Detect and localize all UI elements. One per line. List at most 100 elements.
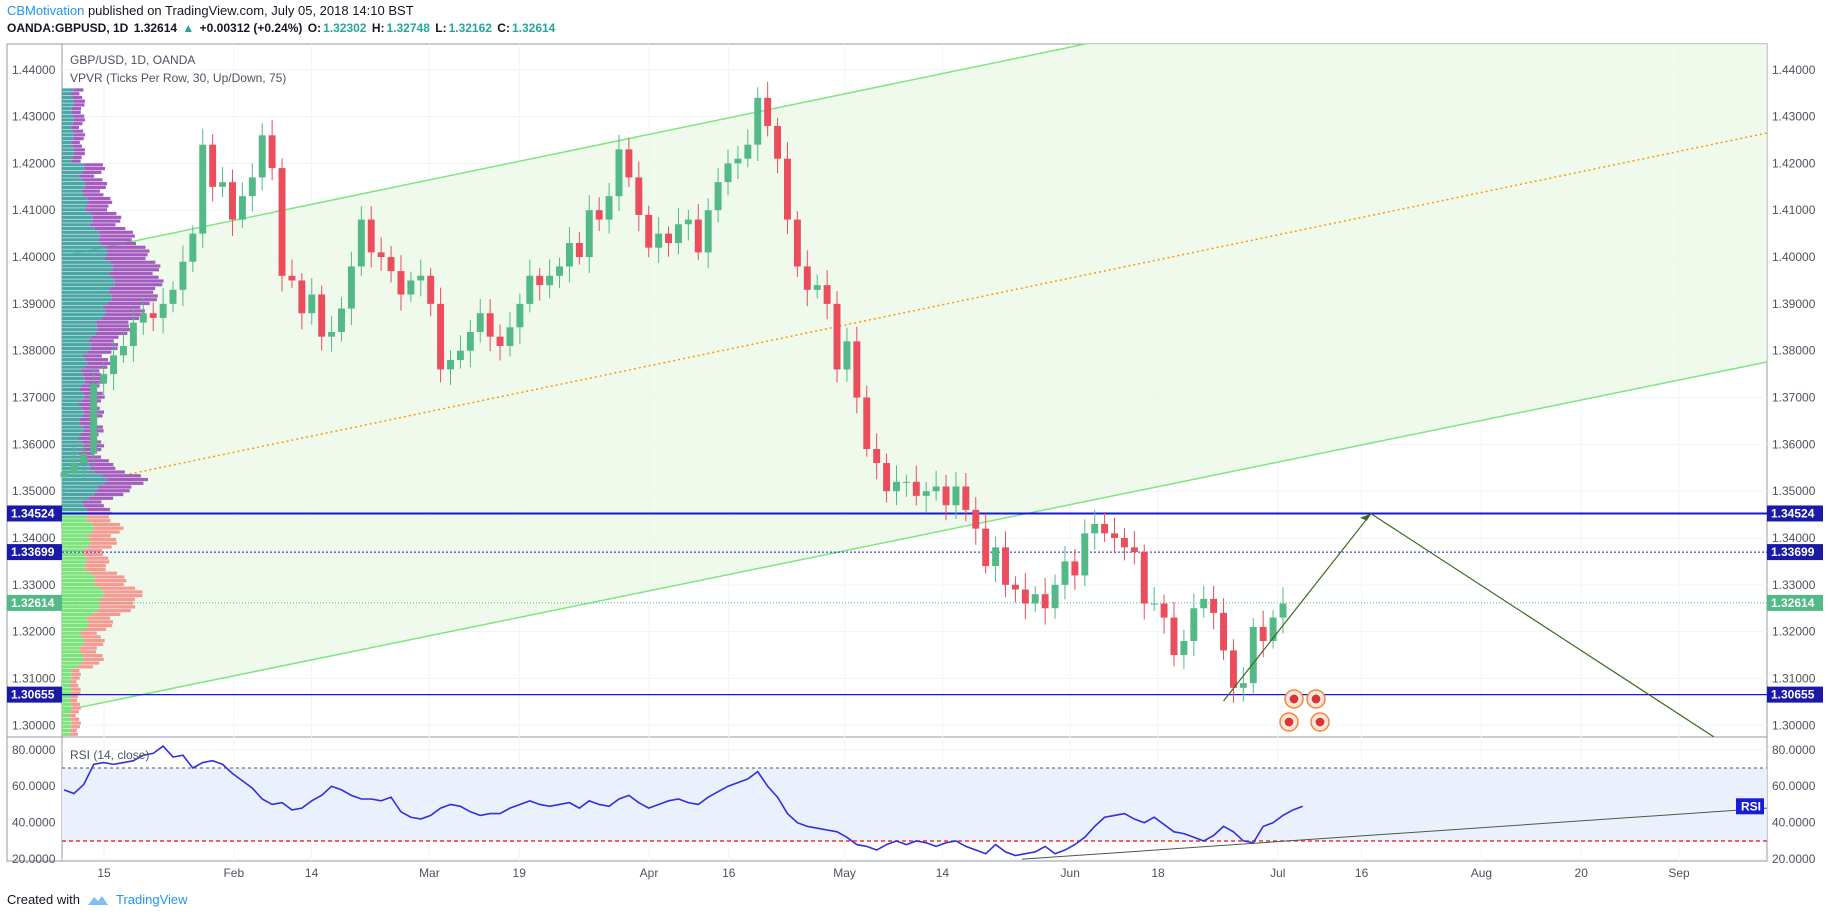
price-tick-right: 1.35000 (1772, 484, 1816, 498)
candle-body (1101, 523, 1109, 534)
candle-body (367, 219, 375, 253)
candle-body (932, 486, 940, 492)
vpvr-bar-down (103, 590, 143, 594)
time-axis[interactable]: 15 Feb 14 Mar 19 Apr 16 May 14 Jun 18 Jul 16 Aug 20 Sep (97, 866, 1690, 880)
vpvr-bar-up (62, 695, 71, 699)
vpvr-bar-down (106, 477, 148, 482)
vpvr-bar-up (62, 417, 80, 422)
channel-upper-line[interactable] (61, 43, 1090, 257)
vpvr-bar-up (62, 301, 108, 306)
vpvr-bar-down (102, 305, 141, 309)
author-link[interactable]: CBMotivation (7, 3, 85, 18)
vpvr-bar-up (62, 163, 84, 167)
candle-body (823, 285, 831, 304)
vpvr-bar-down (71, 706, 81, 710)
vpvr-bar-up (62, 320, 97, 324)
resistance-tag-right: 1.34524 (1771, 506, 1815, 520)
vpvr-bar-up (62, 706, 72, 710)
candle-body (1259, 626, 1267, 642)
candle-body (466, 331, 474, 351)
time-tick: 20 (1575, 866, 1589, 880)
candle-body (536, 275, 544, 286)
vpvr-bar-up (62, 373, 83, 377)
vpvr-bar-down (72, 122, 83, 126)
vpvr-bar-down (93, 492, 124, 497)
price-axis[interactable]: 1.44000 1.44000 1.43000 1.43000 1.42000 1.420… (12, 63, 1816, 733)
candle-body (129, 322, 137, 347)
vpvr-bar-up (62, 642, 84, 646)
chart-title: GBP/USD, 1D, OANDA (70, 53, 195, 67)
vpvr-bar-down (97, 489, 130, 493)
vpvr-bar-up (62, 440, 83, 444)
vpvr-bar-down (88, 200, 113, 204)
candle-body (972, 509, 980, 529)
candle-body (397, 271, 405, 295)
vpvr-bar-down (106, 253, 148, 257)
vpvr-bar-up (62, 489, 98, 493)
candle-body (764, 97, 772, 126)
candle-body (189, 233, 197, 262)
vpvr-bar-up (62, 294, 112, 298)
vpvr-bar-down (83, 653, 103, 658)
vpvr-bar-up (62, 717, 71, 721)
vpvr-bar-down (114, 283, 163, 287)
vpvr-bar-down (78, 403, 94, 407)
price-tick-right: 1.41000 (1772, 203, 1816, 217)
vpvr-bar-down (82, 354, 102, 358)
high-label: H: (371, 21, 385, 35)
vpvr-bar-down (92, 530, 120, 534)
vpvr-bar-up (62, 728, 70, 733)
candle-body (149, 313, 157, 318)
vpvr-bar-up (62, 365, 86, 369)
candle-body (456, 350, 464, 361)
vpvr-bar-up (62, 474, 103, 478)
support-tag-right-bg (1767, 686, 1823, 703)
vpvr-bar-up (62, 605, 101, 609)
candle-body (447, 360, 454, 370)
vpvr-bar-up (62, 234, 100, 238)
vpvr-bar-up (62, 391, 84, 395)
vpvr-bar-up (62, 567, 85, 572)
vpvr-bar-down (84, 167, 106, 171)
projection-lines[interactable] (1223, 512, 1715, 737)
vpvr-bar-up (62, 702, 72, 706)
vpvr-bar-down (72, 155, 82, 159)
candle-body (298, 280, 306, 314)
vpvr-bar-down (83, 552, 104, 557)
vpvr-bar-down (90, 346, 118, 351)
vpvr-bar-up (62, 110, 72, 115)
time-tick: 19 (513, 866, 527, 880)
channel-median-line[interactable] (119, 132, 1767, 477)
price-tick-left: 1.38000 (12, 344, 56, 358)
candle-body (556, 266, 563, 276)
vpvr-bar-down (73, 148, 85, 152)
vpvr-bar-down (87, 534, 111, 538)
vpvr-bar-up (62, 586, 100, 590)
rsi-axis[interactable]: 80.0000 80.0000 60.0000 60.0000 40.0000 40.00… (12, 743, 1816, 866)
economic-events[interactable] (1279, 689, 1330, 732)
channel-lower-line[interactable] (61, 361, 1767, 712)
candle-body (437, 303, 445, 370)
vpvr-bar-down (99, 597, 135, 602)
rsi-trendline[interactable] (1021, 807, 1768, 860)
last-price-tag-right-bg (1767, 594, 1823, 611)
vpvr-bar-up (62, 170, 83, 174)
footer: Created with TradingView (7, 892, 188, 907)
candle-body (1210, 598, 1218, 613)
price-tick-left: 1.43000 (12, 110, 56, 124)
published-text: published on TradingView.com, July 05, 2… (87, 3, 414, 18)
rsi-tick-right: 40.0000 (1772, 816, 1816, 830)
horizontal-levels[interactable] (62, 512, 1767, 696)
candle-body (1002, 547, 1009, 585)
tradingview-link[interactable]: TradingView (115, 892, 188, 907)
trend-channel[interactable] (61, 43, 1767, 712)
vpvr-bar-down (71, 702, 81, 706)
price-tick-left: 1.34000 (12, 531, 56, 545)
candle-body (1239, 683, 1247, 688)
vpvr-bar-up (62, 522, 93, 527)
rsi-support-trendline[interactable] (1021, 807, 1768, 860)
symbol-info-bar: OANDA:GBPUSD, 1D 1.32614 ▲ +0.00312 (+0.… (7, 21, 557, 35)
vpvr-bar-down (69, 698, 77, 703)
vpvr-bar-down (86, 204, 109, 208)
